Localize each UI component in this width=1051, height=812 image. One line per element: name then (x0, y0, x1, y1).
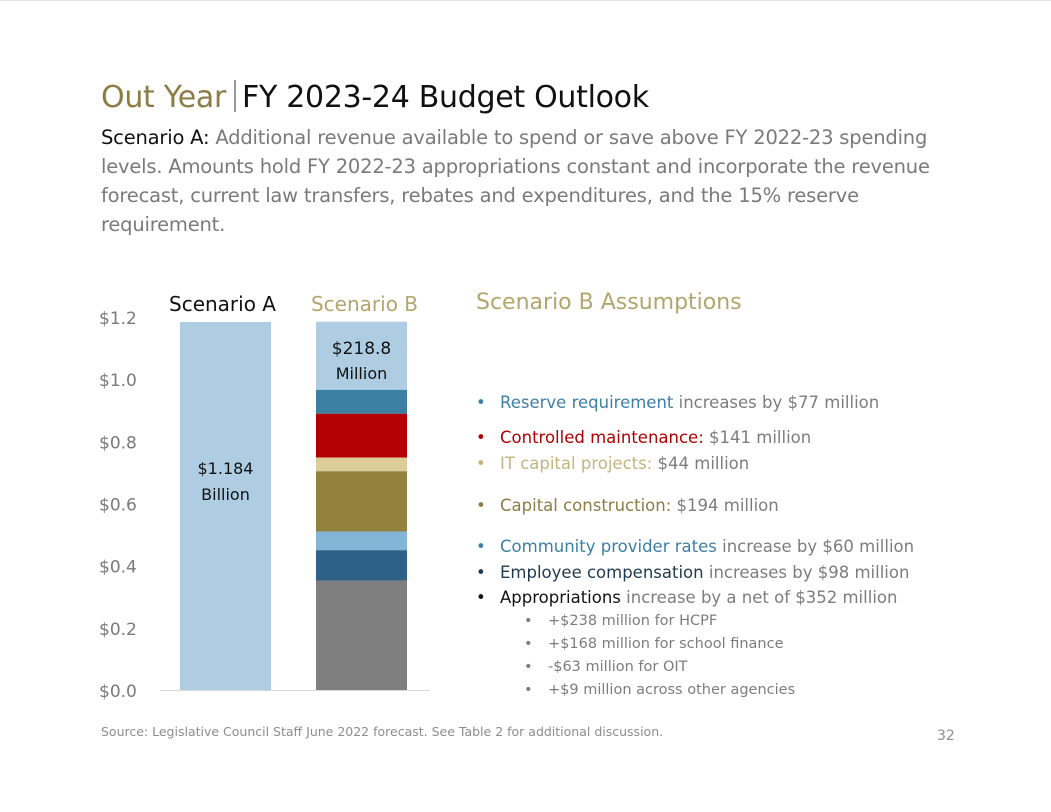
assumption-key: Controlled maintenance: (500, 428, 704, 447)
y-tick-label: $0.8 (99, 433, 137, 453)
assumption-key: Appropriations (500, 588, 621, 607)
data-label-value: $218.8 (332, 339, 391, 359)
assumption-detail: increase by a net of $352 million (620, 588, 898, 607)
data-label-value: $1.184 (198, 459, 254, 478)
bar-segment-reserve-requirement (316, 389, 407, 414)
description-text: Additional revenue available to spend or… (101, 126, 930, 236)
bullet-icon: • (476, 537, 486, 556)
assumption-detail: $194 million (671, 496, 779, 515)
y-tick-label: $0.6 (99, 496, 137, 516)
bar-segment-controlled-maintenance (316, 413, 407, 458)
y-tick-label: $1.0 (99, 371, 137, 391)
assumption-key: Employee compensation (500, 563, 704, 582)
y-tick-label: $0.0 (99, 682, 137, 702)
assumption-item: • IT capital projects: $44 million (476, 454, 749, 473)
assumptions-title: Scenario B Assumptions (476, 290, 742, 315)
assumption-item: • Employee compensation increases by $98 … (476, 563, 909, 582)
title-prefix: Out Year (101, 80, 227, 115)
assumption-item: • Appropriations increase by a net of $35… (476, 588, 897, 607)
appropriation-sub-item: • -$63 million for OIT (524, 659, 688, 675)
sub-item-text: +$238 million for HCPF (548, 613, 718, 629)
bullet-icon: • (476, 496, 486, 515)
sub-item-text: +$168 million for school finance (548, 636, 784, 652)
bar-segment-community-provider-rates (316, 531, 407, 551)
bars: $1.184 Billion $218.8 Million (180, 321, 407, 690)
category-label: Scenario A (169, 292, 276, 316)
bar-segment-remaining-available (316, 321, 407, 390)
bullet-icon: • (476, 393, 486, 412)
page-number: 32 (937, 728, 955, 744)
assumption-detail: $141 million (703, 428, 812, 447)
y-tick-label: $1.2 (99, 309, 137, 329)
bullet-icon: • (524, 636, 533, 652)
assumption-item: • Community provider rates increase by $6… (476, 537, 914, 556)
title-main: FY 2023-24 Budget Outlook (242, 80, 649, 115)
title-separator (234, 80, 237, 112)
bullet-icon: • (476, 588, 486, 607)
y-axis: $0.0 $0.2 $0.4 $0.6 $0.8 $1.0 $1.2 (99, 309, 137, 702)
assumption-detail: increases by $98 million (703, 563, 910, 582)
appropriation-sub-item: • +$238 million for HCPF (524, 613, 717, 629)
assumption-detail: increases by $77 million (673, 393, 880, 412)
sub-item-text: -$63 million for OIT (548, 659, 688, 675)
assumption-key: Community provider rates (500, 537, 717, 556)
description-lead: Scenario A: (101, 126, 210, 149)
y-tick-label: $0.4 (99, 558, 137, 578)
data-label-unit: Million (336, 364, 388, 383)
assumption-key: Capital construction: (500, 496, 672, 515)
appropriation-sub-item: • +$9 million across other agencies (524, 682, 795, 698)
appropriation-sub-item: • +$168 million for school finance (524, 636, 784, 652)
bullet-icon: • (524, 659, 533, 675)
data-label-unit: Billion (201, 485, 250, 504)
category-labels: Scenario A Scenario B (169, 292, 418, 316)
source-note: Source: Legislative Council Staff June 2… (101, 724, 664, 739)
bullet-icon: • (524, 613, 533, 629)
sub-item-text: +$9 million across other agencies (548, 682, 796, 698)
bullet-icon: • (476, 454, 486, 473)
assumption-detail: increase by $60 million (716, 537, 915, 556)
assumption-item: • Capital construction: $194 million (476, 496, 779, 515)
bar-segment-capital-construction (316, 471, 407, 532)
bar-segment-it-capital-projects (316, 457, 407, 472)
top-border (0, 0, 1051, 1)
assumption-detail: $44 million (652, 454, 750, 473)
assumption-key: Reserve requirement (500, 393, 674, 412)
bar-segment-appropriations (316, 580, 407, 690)
assumption-item: • Reserve requirement increases by $77 mi… (476, 393, 879, 412)
y-tick-label: $0.2 (99, 620, 137, 640)
bullet-icon: • (476, 563, 486, 582)
bar-segment-employee-compensation (316, 550, 407, 581)
page-title: Out Year FY 2023-24 Budget Outlook (101, 80, 649, 115)
bullet-icon: • (524, 682, 533, 698)
assumption-item: • Controlled maintenance: $141 million (476, 428, 811, 447)
assumption-key: IT capital projects: (500, 454, 653, 473)
category-label: Scenario B (311, 292, 418, 316)
bar-segment-available-to-spend-or-save (180, 321, 271, 690)
bullet-icon: • (476, 428, 486, 447)
scenario-description: Scenario A: Additional revenue available… (101, 123, 961, 239)
